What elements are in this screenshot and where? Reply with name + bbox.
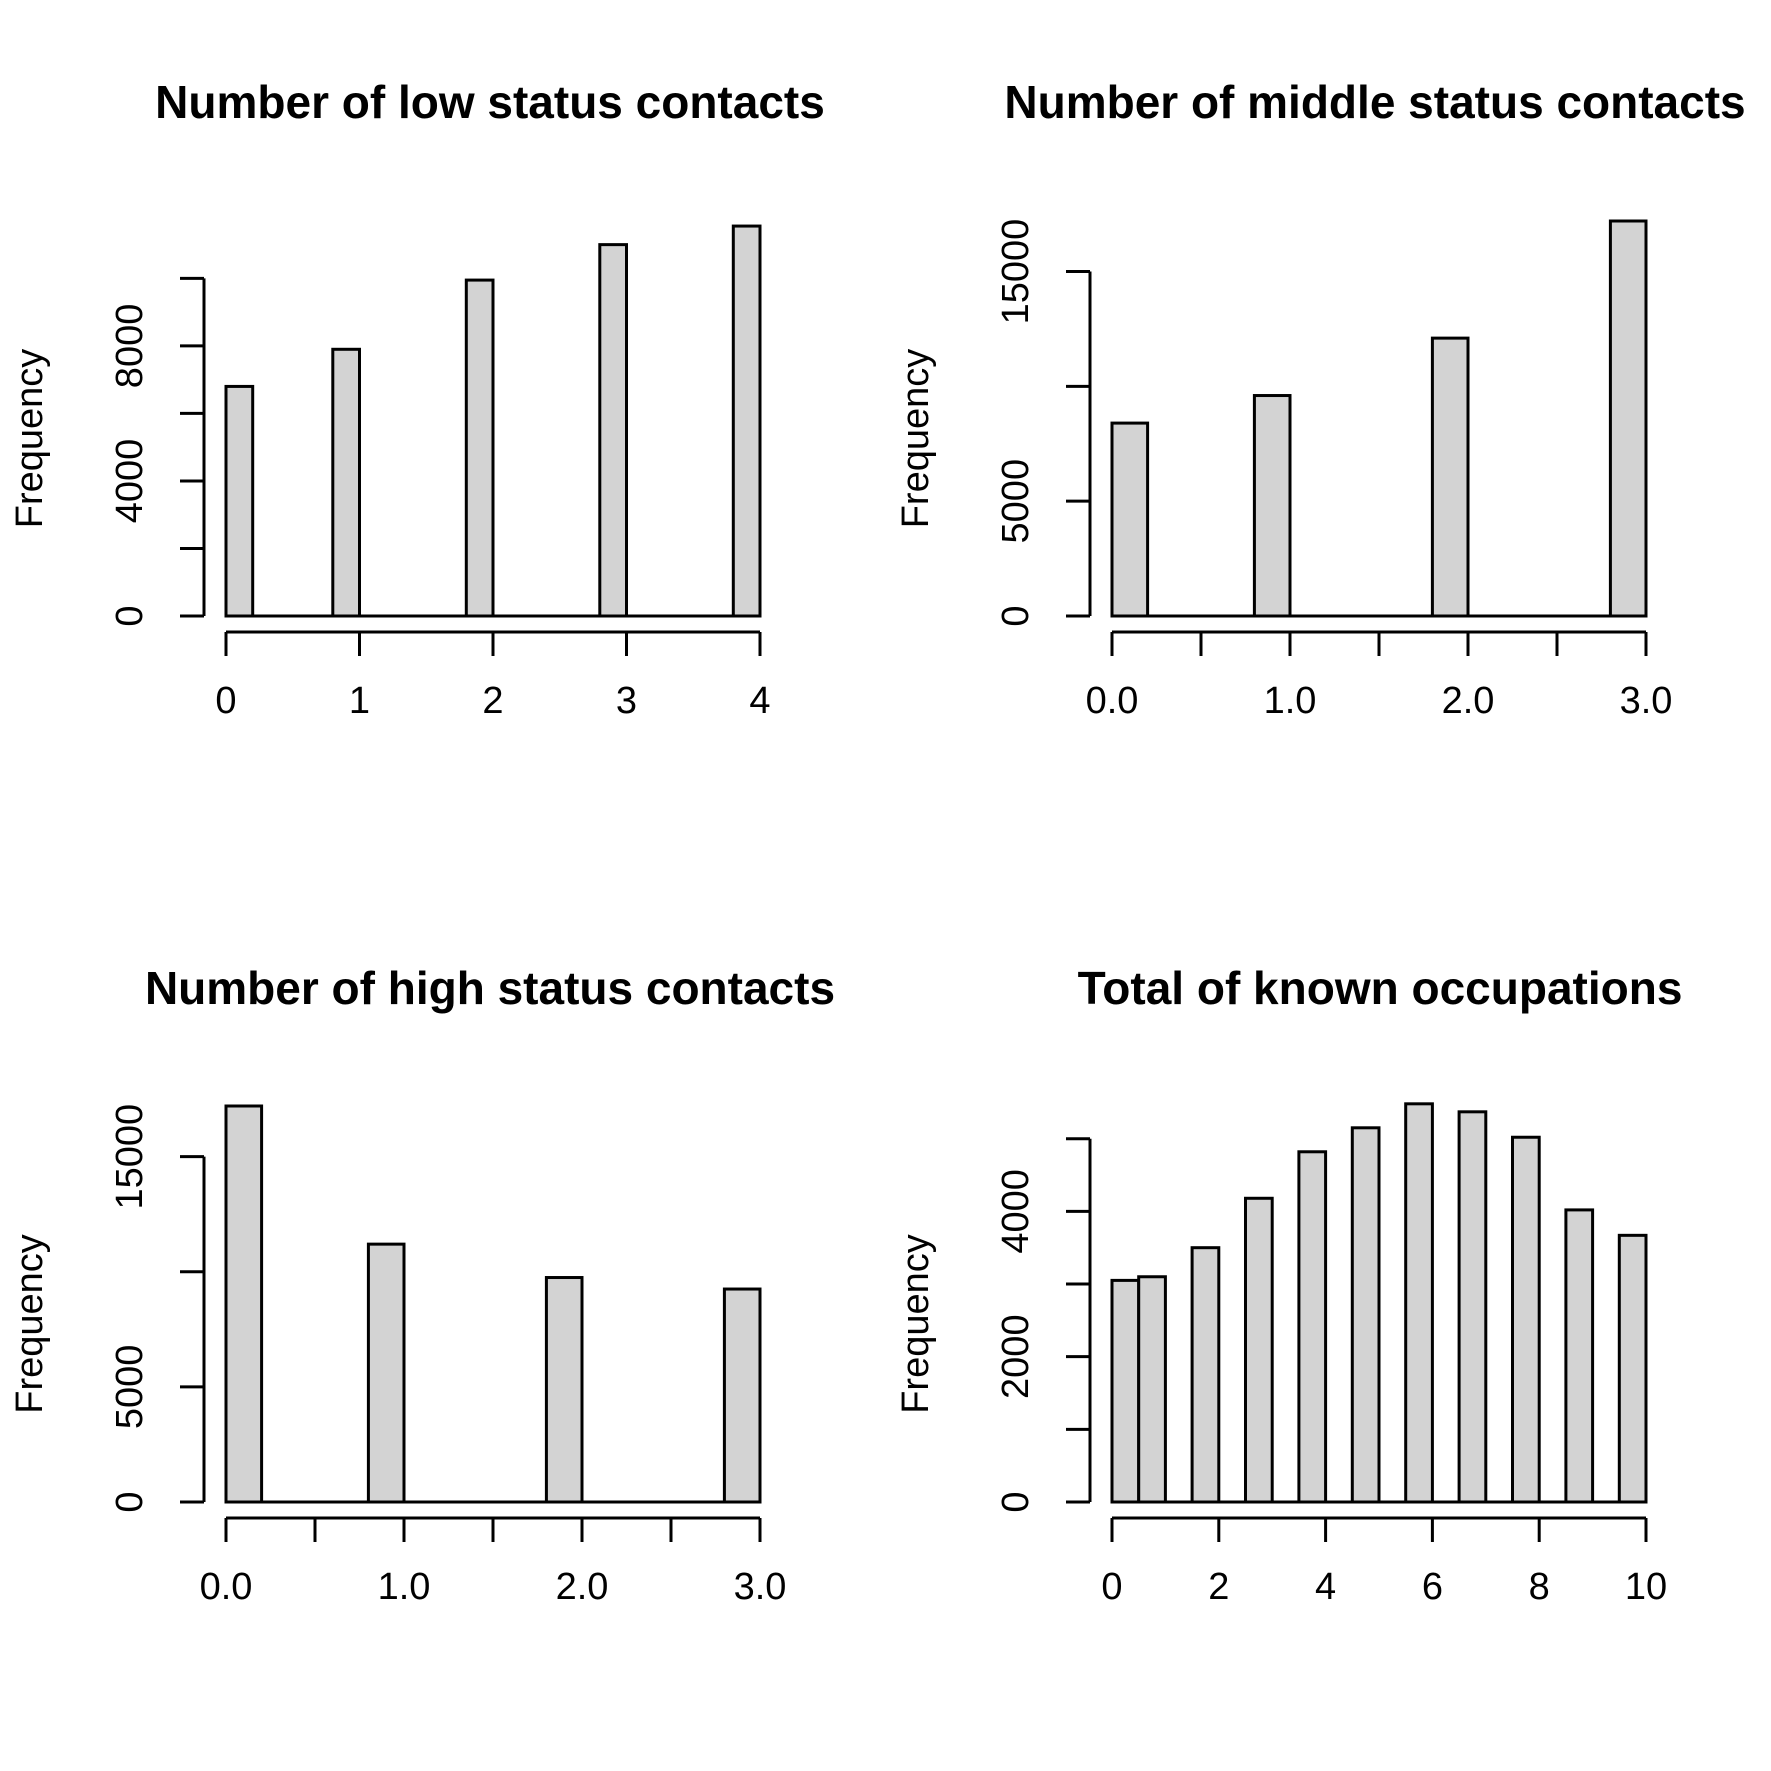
x-tick-label: 3.0: [734, 1566, 787, 1608]
y-tick-label: 5000: [109, 1345, 151, 1430]
y-tick-label: 0: [109, 605, 151, 626]
histogram-bar-3: [464, 278, 495, 618]
x-tick-label: 2.0: [1442, 680, 1495, 722]
x-tick-label: 2: [482, 680, 503, 722]
histogram-bar-3: [1430, 336, 1470, 618]
histogram-bar-11: [1617, 1233, 1648, 1504]
x-tick-label: 0: [215, 680, 236, 722]
x-tick-label: 0.0: [200, 1566, 253, 1608]
x-tick-label: 0: [1101, 1566, 1122, 1608]
y-axis-label: Frequency: [895, 1234, 937, 1414]
histogram-bar-2: [366, 1242, 406, 1504]
x-tick-label: 2: [1208, 1566, 1229, 1608]
histogram-panel-1: Number of low status contacts 0 1 2 3 4 0 4000 8…: [9, 76, 825, 722]
histogram-bar-10: [1564, 1208, 1595, 1504]
histogram-panel-3: Number of high status contacts 0.0 1.0 2.0 3…: [9, 962, 835, 1608]
histogram-bar-2: [331, 347, 361, 618]
histogram-bar-4: [1608, 219, 1648, 618]
x-tick-label: 2.0: [556, 1566, 609, 1608]
histogram-bar-1: [1110, 1278, 1141, 1504]
y-tick-label: 0: [109, 1491, 151, 1512]
y-tick-label: 4000: [995, 1169, 1037, 1254]
histogram-bar-7: [1404, 1102, 1434, 1504]
histogram-bar-9: [1511, 1135, 1541, 1504]
histogram-bar-2: [1252, 394, 1292, 618]
y-tick-label: 2000: [995, 1314, 1037, 1399]
x-tick-label: 3: [616, 680, 637, 722]
histogram-bar-5: [1297, 1150, 1328, 1504]
y-tick-label: 15000: [995, 219, 1037, 325]
y-tick-label: 4000: [109, 439, 151, 524]
chart-title: Number of high status contacts: [145, 962, 835, 1014]
histogram-bar-1: [224, 1104, 264, 1504]
histogram-bar-5: [731, 224, 762, 618]
histogram-bar-4: [722, 1287, 762, 1504]
y-tick-label: 5000: [995, 459, 1037, 544]
x-tick-label: 10: [1625, 1566, 1667, 1608]
histogram-bar-4: [1244, 1196, 1274, 1504]
histogram-bar-1: [224, 384, 255, 618]
histogram-panel-2: Number of middle status contacts 0.0 1.0 2.…: [895, 76, 1746, 722]
histogram-panel-4: Total of known occupations 0 2 4 6 8 10 0 2000 40…: [895, 962, 1682, 1608]
histogram-bar-4: [598, 243, 628, 618]
y-tick-label: 0: [995, 605, 1037, 626]
chart-title: Number of low status contacts: [155, 76, 825, 128]
histogram-bar-3: [1190, 1246, 1221, 1504]
x-tick-label: 1.0: [1264, 680, 1317, 722]
y-tick-label: 15000: [109, 1104, 151, 1210]
x-tick-label: 4: [749, 680, 770, 722]
x-tick-label: 6: [1422, 1566, 1443, 1608]
x-tick-label: 1: [349, 680, 370, 722]
y-axis-label: Frequency: [9, 1234, 51, 1414]
histogram-bar-2: [1137, 1275, 1167, 1504]
histogram-bar-8: [1457, 1110, 1488, 1504]
x-tick-label: 8: [1529, 1566, 1550, 1608]
chart-title: Number of middle status contacts: [1004, 76, 1745, 128]
histogram-bar-6: [1350, 1126, 1381, 1504]
x-tick-label: 4: [1315, 1566, 1336, 1608]
histogram-bar-3: [544, 1276, 584, 1504]
histogram-bar-1: [1110, 421, 1150, 618]
y-axis-label: Frequency: [9, 349, 51, 529]
y-tick-label: 8000: [109, 304, 151, 389]
y-axis-label: Frequency: [895, 349, 937, 529]
x-tick-label: 0.0: [1086, 680, 1139, 722]
y-tick-label: 0: [995, 1491, 1037, 1512]
x-tick-label: 1.0: [378, 1566, 431, 1608]
chart-title: Total of known occupations: [1078, 962, 1683, 1014]
x-tick-label: 3.0: [1620, 680, 1673, 722]
